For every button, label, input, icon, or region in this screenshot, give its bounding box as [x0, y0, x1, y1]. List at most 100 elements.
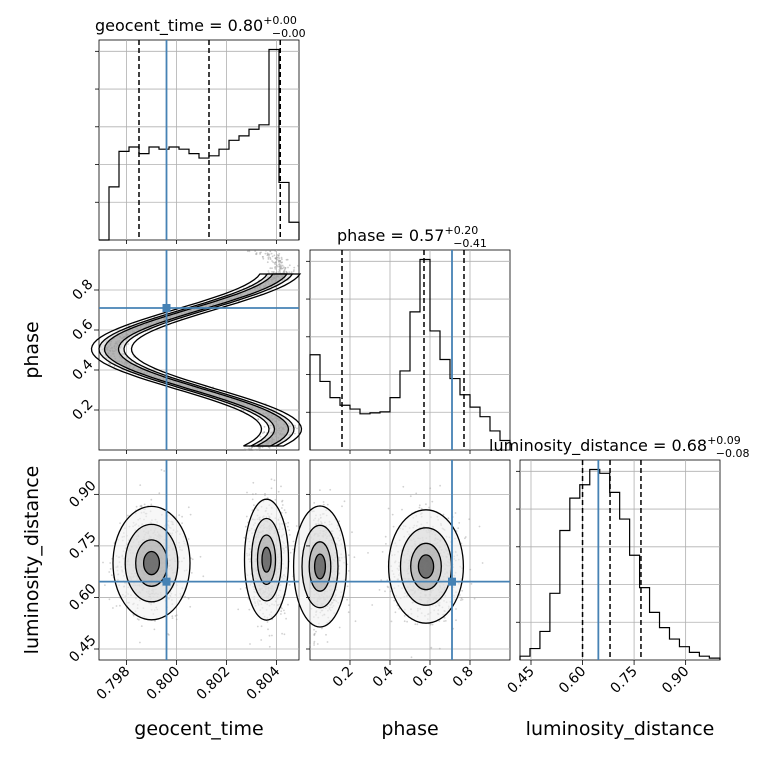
scatter-point: [259, 435, 262, 438]
scatter-point: [175, 618, 178, 621]
y-tick-label: 0.8: [69, 276, 96, 303]
scatter-point: [274, 265, 277, 268]
scatter-point: [414, 623, 417, 626]
histogram-geocent_time: [99, 48, 300, 241]
x-tick-label: 0.4: [370, 663, 397, 690]
scatter-point: [273, 262, 276, 264]
scatter-point: [281, 500, 283, 503]
scatter-point: [288, 529, 291, 532]
scatter-point: [277, 271, 280, 273]
scatter-point: [457, 527, 460, 530]
scatter-point: [281, 607, 283, 610]
scatter-point: [455, 608, 457, 610]
scatter-point: [269, 267, 272, 270]
scatter-point: [313, 642, 315, 644]
scatter-point: [112, 607, 114, 609]
scatter-point: [143, 503, 146, 506]
scatter-point: [261, 256, 264, 258]
title-phase: phase = 0.57+0.20 −0.41: [337, 224, 487, 250]
scatter-point: [381, 551, 384, 553]
scatter-point: [259, 253, 261, 255]
scatter-point: [267, 446, 270, 448]
scatter-point: [281, 507, 283, 509]
scatter-point: [278, 264, 281, 267]
truth-marker: [448, 577, 456, 586]
histogram-phase: [309, 258, 511, 450]
x-tick-label: 0.804: [244, 663, 284, 703]
scatter-point: [277, 490, 280, 493]
scatter-point: [278, 269, 281, 272]
scatter-point: [429, 487, 432, 490]
scatter-point: [325, 633, 327, 636]
scatter-point: [246, 250, 249, 253]
scatter-point: [184, 595, 186, 598]
scatter-point: [461, 589, 464, 592]
scatter-point: [288, 584, 291, 586]
scatter-point: [274, 268, 277, 270]
scatter-point: [278, 253, 281, 255]
scatter-point: [348, 604, 350, 607]
scatter-point: [271, 634, 273, 637]
scatter-point: [109, 363, 111, 366]
scatter-point: [104, 584, 106, 586]
scatter-point: [244, 448, 246, 451]
scatter-point: [140, 505, 143, 508]
scatter-point: [341, 505, 343, 508]
xlabel-phase: phase: [381, 718, 438, 740]
contour: [417, 554, 435, 579]
scatter-point: [281, 264, 284, 267]
x-tick-label: 0.802: [194, 664, 234, 704]
scatter-point: [384, 535, 387, 538]
scatter-point: [277, 256, 279, 259]
scatter-point: [389, 590, 392, 593]
scatter-point: [429, 623, 432, 626]
scatter-point: [354, 620, 357, 623]
scatter-point: [187, 506, 190, 509]
scatter-point: [187, 597, 190, 600]
scatter-point: [154, 620, 156, 622]
scatter-point: [287, 603, 289, 606]
scatter-point: [295, 525, 298, 527]
scatter-point: [284, 522, 287, 525]
scatter-point: [313, 644, 315, 646]
x-tick-label: 0.800: [144, 664, 184, 704]
scatter-point: [136, 618, 139, 620]
x-tick-label: 0.2: [330, 664, 357, 691]
scatter-point: [168, 634, 170, 636]
scatter-point: [119, 522, 121, 524]
scatter-point: [174, 615, 177, 617]
scatter-point: [418, 504, 421, 507]
scatter-point: [387, 586, 390, 589]
scatter-point: [262, 257, 265, 260]
scatter-point: [444, 620, 447, 622]
scatter-point: [276, 258, 278, 261]
x-tick-label: 0.75: [608, 664, 641, 697]
scatter-point: [438, 647, 441, 650]
scatter-point: [248, 250, 251, 253]
scatter-point: [398, 607, 400, 610]
scatter-point: [288, 264, 291, 267]
scatter-point: [393, 599, 396, 602]
scatter-point: [268, 634, 271, 637]
scatter-point: [113, 365, 116, 368]
scatter-point: [266, 497, 269, 499]
scatter-point: [481, 562, 484, 564]
scatter-point: [108, 571, 111, 573]
scatter-point: [98, 353, 100, 355]
scatter-point: [102, 561, 104, 564]
scatter-point: [454, 512, 457, 514]
scatter-point: [430, 646, 433, 649]
scatter-point: [287, 521, 290, 524]
scatter-point: [242, 410, 245, 412]
scatter-point: [178, 514, 181, 516]
scatter-point: [290, 271, 293, 274]
scatter-point: [139, 641, 141, 644]
scatter-point: [343, 500, 346, 503]
scatter-point: [292, 548, 294, 551]
scatter-point: [153, 628, 156, 631]
scatter-point: [277, 254, 280, 257]
scatter-point: [338, 520, 340, 523]
scatter-point: [443, 616, 446, 619]
scatter-point: [294, 432, 296, 435]
scatter-point: [313, 628, 315, 631]
